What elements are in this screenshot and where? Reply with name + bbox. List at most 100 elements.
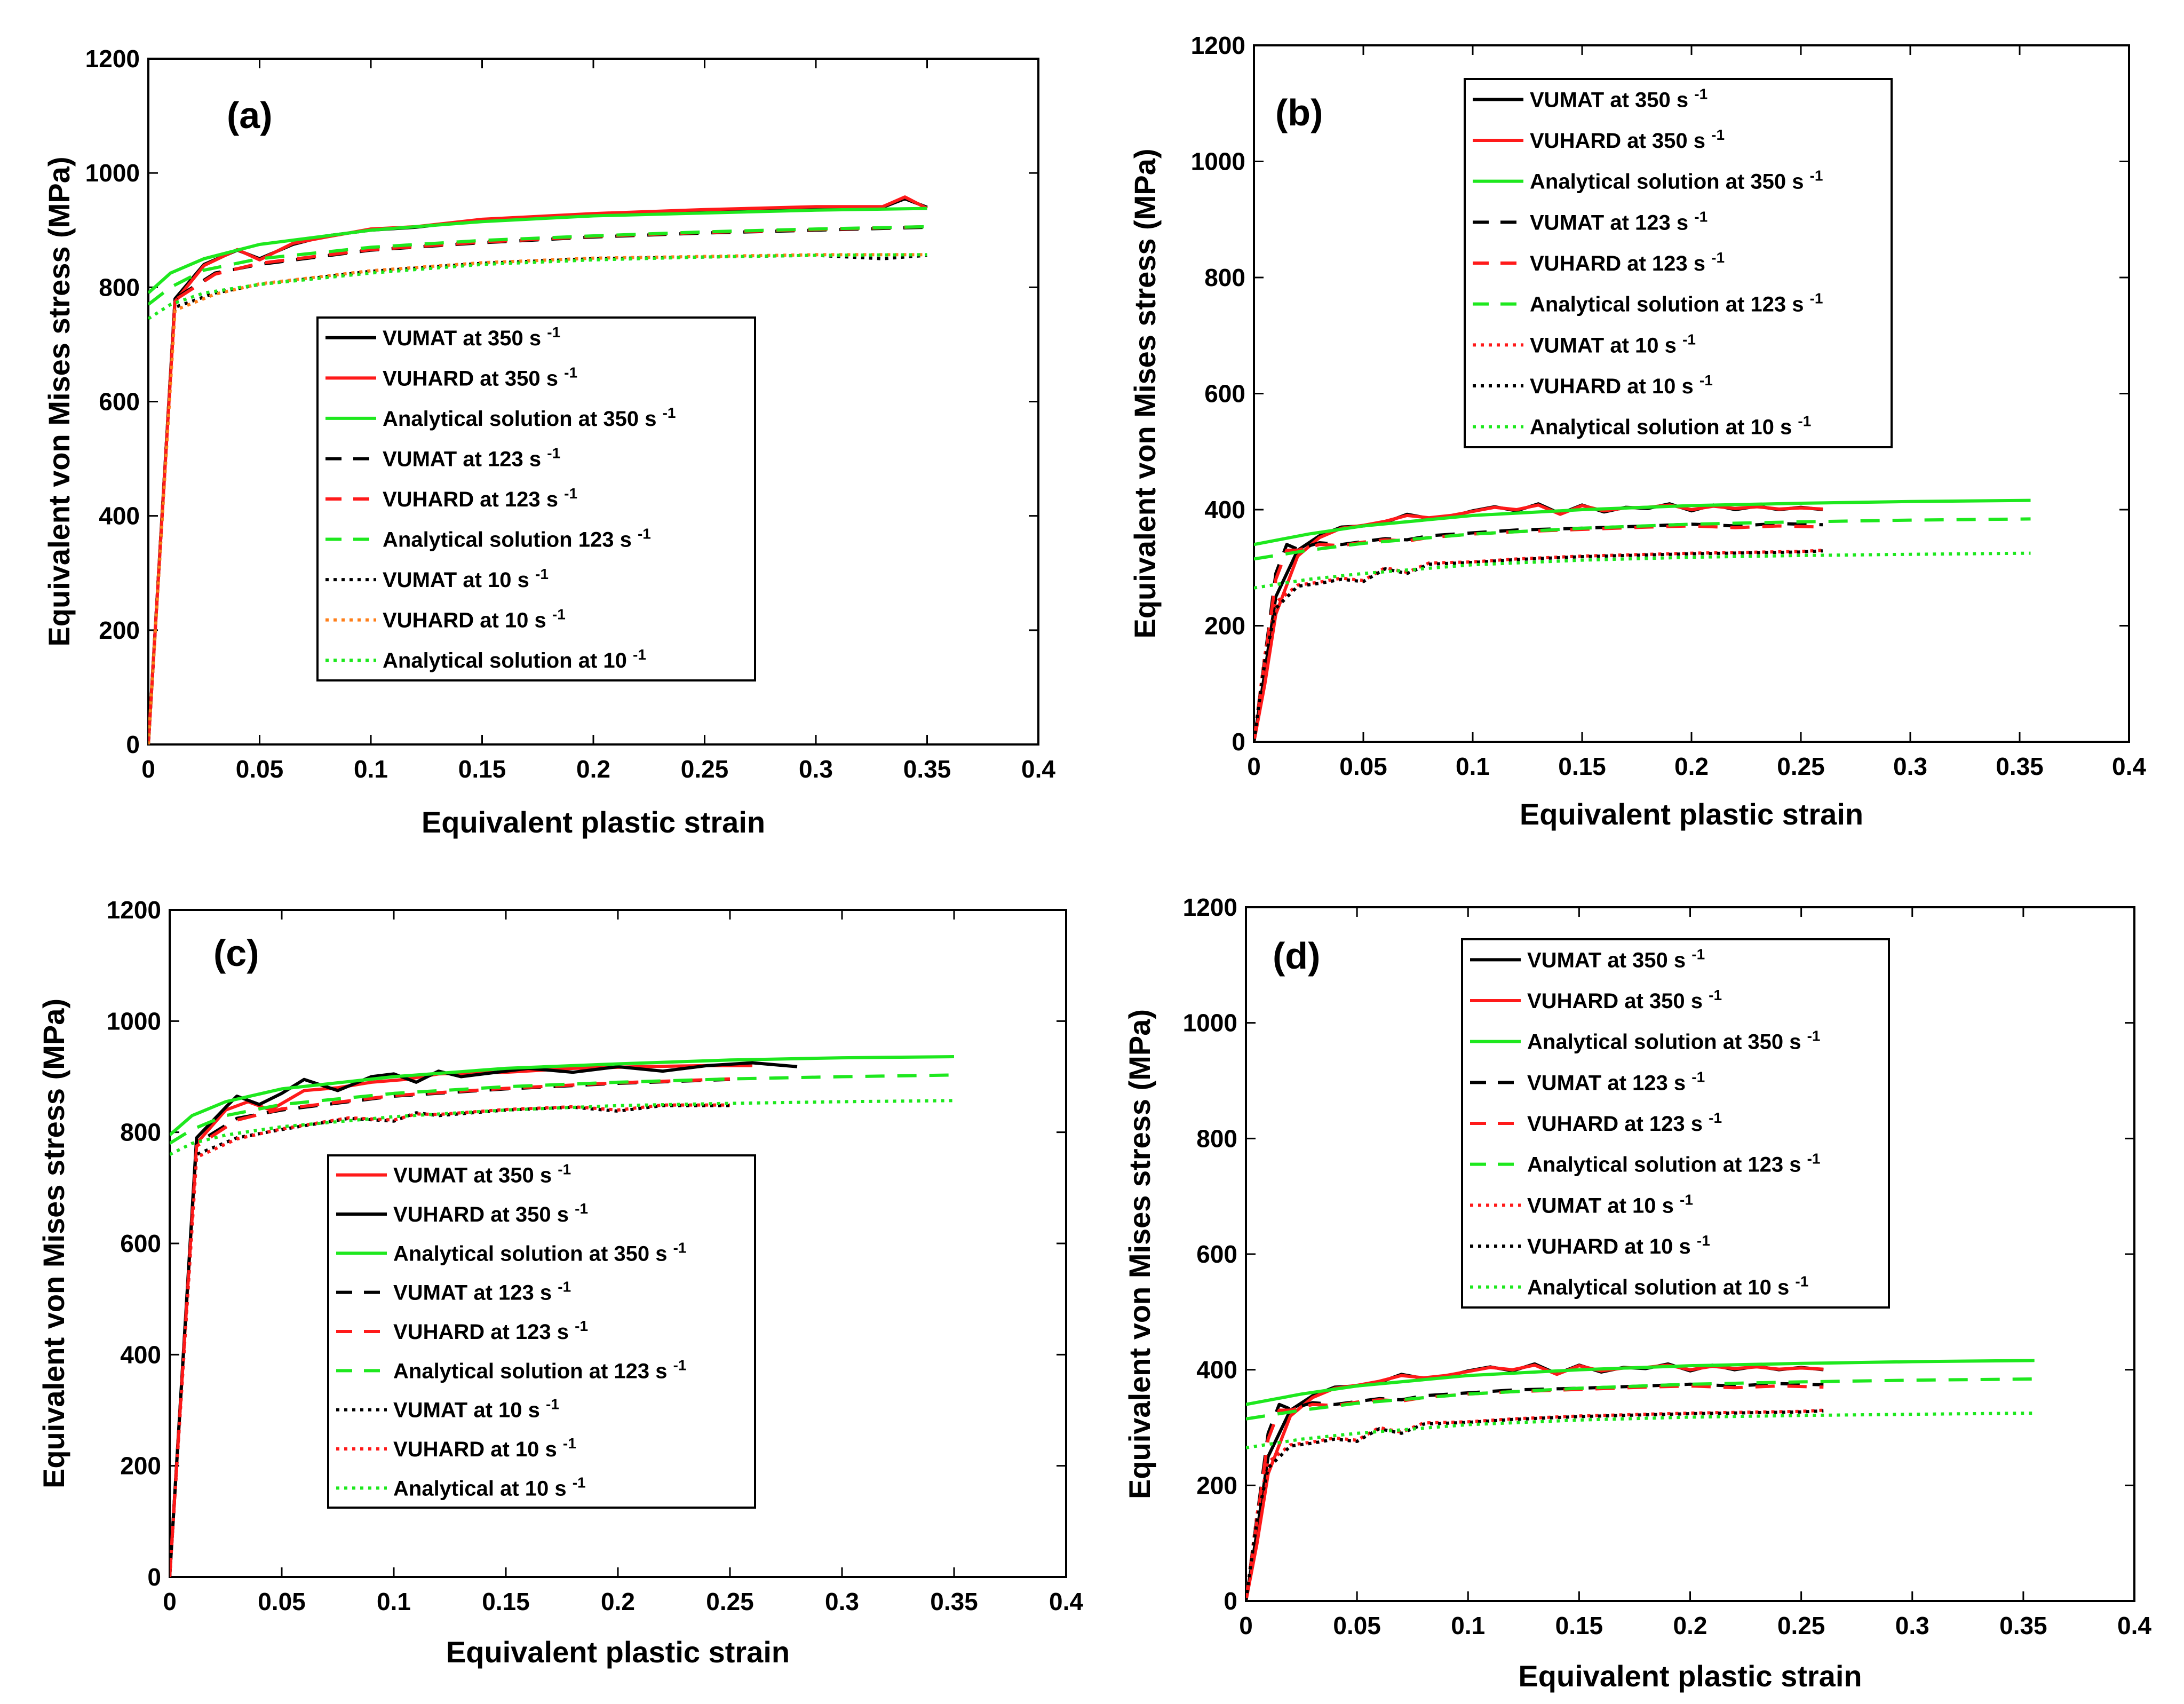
series-line-1 [1254, 503, 1823, 742]
series-line-8 [1246, 1411, 2035, 1449]
legend-box [316, 316, 756, 681]
x-tick-label: 0 [163, 1588, 177, 1615]
x-tick-label: 0.25 [706, 1588, 754, 1615]
y-tick-label: 1000 [1191, 148, 1245, 176]
series-line-1 [1246, 1364, 1824, 1601]
series-group [148, 195, 928, 744]
x-tick-label: 0.2 [1674, 752, 1709, 780]
series-line-4 [170, 1077, 730, 1577]
panel-tag: (b) [1275, 92, 1323, 133]
legend-entry-label: VUMAT at 350 s -1 [393, 1161, 571, 1187]
x-tick-label: 0.3 [1895, 1612, 1929, 1639]
legend: VUMAT at 350 s -1 VUHARD at 350 s -1 Analy… [316, 316, 756, 681]
series-line-5 [148, 225, 927, 306]
y-tick-label: 1000 [107, 1007, 161, 1035]
y-axis-label: Equivalent von Mises stress (MPa) [1123, 1009, 1156, 1499]
y-tick-label: 400 [1204, 496, 1245, 524]
legend-entry-label: VUHARD at 350 s -1 [1530, 126, 1725, 153]
x-axis-label: Equivalent plastic strain [1520, 797, 1863, 831]
legend-entry-label: VUMAT at 123 s -1 [1530, 208, 1708, 235]
y-axis-label: Equivalent von Mises stress (MPa) [37, 998, 70, 1488]
x-tick-label: 0.15 [458, 755, 506, 783]
y-tick-label: 1000 [1183, 1009, 1237, 1037]
legend-entry-label: Analytical solution at 123 s -1 [393, 1357, 687, 1383]
legend-entry-label: VUHARD at 10 s -1 [1527, 1232, 1710, 1259]
chart-panel-1: 0 0.05 0.1 0.15 0.2 0.25 0.3 0.35 0.4 0 200 400 600 8… [1128, 31, 2146, 831]
series-line-2 [1246, 1359, 2035, 1406]
legend-entry-label: VUHARD at 350 s -1 [1527, 987, 1722, 1013]
y-tick-label: 400 [120, 1341, 161, 1368]
x-tick-label: 0.05 [236, 755, 284, 783]
legend-entry-label: VUHARD at 10 s -1 [383, 606, 566, 632]
series-line-8 [1254, 551, 2031, 590]
legend-entry-label: Analytical solution at 350 s -1 [393, 1239, 687, 1266]
y-tick-label: 800 [99, 273, 140, 301]
legend-entry-label: Analytical solution at 10 -1 [383, 646, 646, 673]
panel-tag: (c) [213, 932, 259, 974]
series-line-5 [170, 1073, 955, 1145]
x-axis-label: Equivalent plastic strain [446, 1635, 790, 1669]
y-tick-label: 800 [1204, 264, 1245, 291]
series-group [1254, 498, 2031, 742]
legend-entry-label: VUMAT at 123 s -1 [383, 445, 560, 471]
legend-entry-label: Analytical solution at 350 s -1 [1527, 1027, 1821, 1054]
x-tick-label: 0.1 [354, 755, 388, 783]
legend-entry-label: VUHARD at 123 s -1 [383, 485, 577, 512]
y-tick-label: 1200 [1183, 893, 1237, 921]
legend-box [327, 1154, 756, 1509]
y-tick-label: 0 [147, 1563, 161, 1591]
x-tick-label: 0.3 [799, 755, 833, 783]
x-tick-label: 0 [141, 755, 155, 783]
y-tick-label: 0 [1224, 1587, 1237, 1615]
series-line-5 [1254, 517, 2031, 561]
y-tick-label: 800 [1196, 1124, 1237, 1152]
legend-entry-label: Analytical solution at 10 s -1 [1530, 413, 1811, 439]
x-tick-label: 0.1 [1456, 752, 1490, 780]
x-tick-label: 0 [1247, 752, 1261, 780]
series-group [170, 1055, 955, 1577]
legend-entry-label: VUMAT at 10 s -1 [383, 566, 549, 592]
x-axis-label: Equivalent plastic strain [422, 805, 765, 839]
x-tick-label: 0.25 [1777, 1612, 1825, 1639]
legend-box [1464, 78, 1893, 448]
series-line-2 [170, 1055, 955, 1137]
legend-entry-label: Analytical at 10 s -1 [393, 1474, 586, 1501]
series-line-2 [148, 207, 927, 295]
legend-entry-label: Analytical solution at 123 s -1 [1530, 290, 1823, 316]
legend-entry-label: VUMAT at 350 s -1 [1530, 85, 1708, 112]
y-tick-label: 1200 [107, 896, 161, 924]
x-tick-label: 0.4 [1049, 1588, 1083, 1615]
x-tick-label: 0.4 [2117, 1612, 2151, 1639]
x-tick-label: 0.05 [1333, 1612, 1381, 1639]
y-tick-label: 0 [126, 731, 140, 758]
legend: VUMAT at 350 s -1 VUHARD at 350 s -1 Analy… [1464, 78, 1893, 448]
legend-entry-label: Analytical solution at 123 s -1 [1527, 1150, 1821, 1177]
y-tick-label: 800 [120, 1119, 161, 1146]
legend-entry-label: VUMAT at 123 s -1 [1527, 1068, 1705, 1095]
series-line-8 [170, 1099, 955, 1156]
series-line-6 [1254, 549, 1823, 742]
legend: VUMAT at 350 s -1 VUHARD at 350 s -1 Analy… [327, 1154, 756, 1509]
x-tick-label: 0.35 [1996, 752, 2044, 780]
legend-entry-label: Analytical solution 123 s -1 [383, 525, 651, 552]
y-tick-label: 200 [120, 1452, 161, 1480]
legend-entry-label: VUMAT at 10 s -1 [1527, 1191, 1693, 1218]
chart-panel-2: 0 0.05 0.1 0.15 0.2 0.25 0.3 0.35 0.4 0 200 400 600 8… [37, 896, 1083, 1669]
x-tick-label: 0.4 [2112, 752, 2146, 780]
series-group [1246, 1359, 2035, 1601]
y-tick-label: 200 [99, 616, 140, 644]
legend-entry-label: Analytical solution at 350 s -1 [1530, 167, 1823, 194]
y-axis-label: Equivalent von Mises stress (MPa) [1128, 148, 1162, 638]
y-tick-label: 600 [1196, 1240, 1237, 1268]
legend-entry-label: VUHARD at 123 s -1 [1530, 249, 1725, 276]
panel-tag: (a) [227, 94, 273, 136]
legend: VUMAT at 350 s -1 VUHARD at 350 s -1 Analy… [1461, 938, 1890, 1309]
legend-box [1461, 938, 1890, 1309]
legend-entry-label: VUMAT at 350 s -1 [383, 323, 560, 350]
legend-entry-label: VUMAT at 10 s -1 [393, 1396, 559, 1422]
x-tick-label: 0.4 [1021, 755, 1055, 783]
series-line-7 [170, 1103, 730, 1577]
x-tick-label: 0.3 [1893, 752, 1927, 780]
y-tick-label: 600 [1204, 380, 1245, 408]
y-tick-label: 1200 [1191, 31, 1245, 59]
